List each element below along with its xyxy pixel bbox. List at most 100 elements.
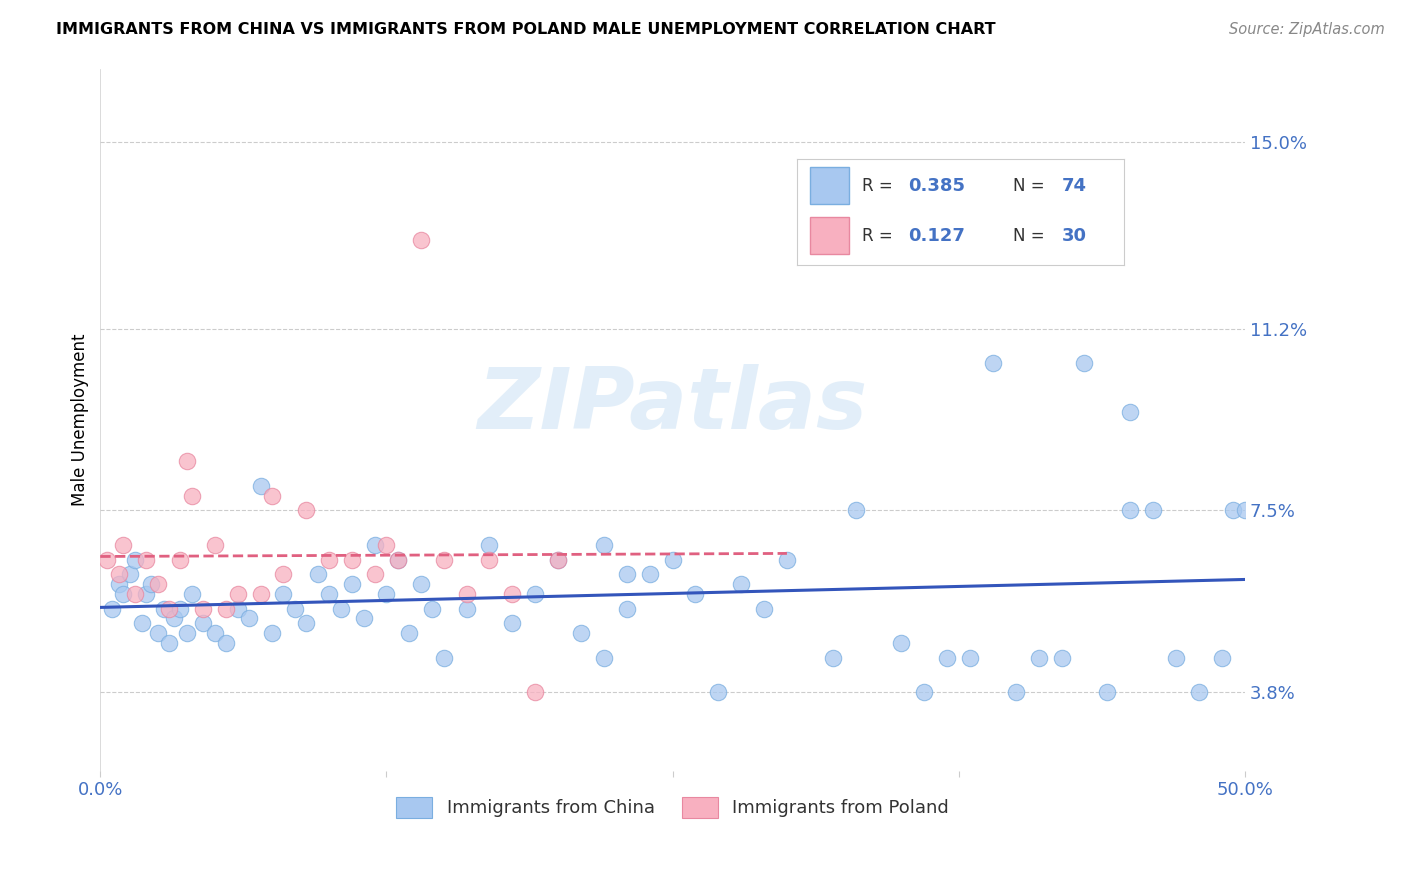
- Text: 74: 74: [1062, 177, 1087, 194]
- Point: [124, 552, 146, 566]
- FancyBboxPatch shape: [810, 167, 849, 204]
- Point: [433, 552, 456, 566]
- Point: [1233, 503, 1256, 517]
- Point: [226, 601, 249, 615]
- Point: [146, 577, 169, 591]
- Legend: Immigrants from China, Immigrants from Poland: Immigrants from China, Immigrants from P…: [389, 789, 956, 825]
- Point: [193, 601, 215, 615]
- Point: [524, 685, 547, 699]
- Point: [409, 233, 432, 247]
- Point: [707, 685, 730, 699]
- Point: [260, 489, 283, 503]
- Point: [273, 567, 295, 582]
- Point: [273, 587, 295, 601]
- Text: 30: 30: [1062, 227, 1087, 244]
- Point: [139, 577, 162, 591]
- Point: [107, 577, 129, 591]
- Point: [180, 587, 202, 601]
- Point: [821, 650, 844, 665]
- Point: [638, 567, 661, 582]
- Point: [112, 538, 135, 552]
- Text: R =: R =: [862, 227, 898, 244]
- Point: [176, 626, 198, 640]
- Point: [176, 454, 198, 468]
- Point: [1119, 405, 1142, 419]
- Point: [329, 601, 352, 615]
- Point: [1211, 650, 1233, 665]
- Point: [433, 650, 456, 665]
- Point: [569, 626, 592, 640]
- Point: [284, 601, 307, 615]
- Point: [387, 552, 409, 566]
- Point: [169, 601, 191, 615]
- Text: IMMIGRANTS FROM CHINA VS IMMIGRANTS FROM POLAND MALE UNEMPLOYMENT CORRELATION CH: IMMIGRANTS FROM CHINA VS IMMIGRANTS FROM…: [56, 22, 995, 37]
- Y-axis label: Male Unemployment: Male Unemployment: [72, 334, 89, 506]
- Point: [307, 567, 329, 582]
- Point: [1119, 503, 1142, 517]
- Point: [96, 552, 118, 566]
- Point: [112, 587, 135, 601]
- Point: [107, 567, 129, 582]
- Point: [318, 552, 340, 566]
- Point: [420, 601, 443, 615]
- Point: [936, 650, 959, 665]
- Point: [1050, 650, 1073, 665]
- Point: [135, 552, 157, 566]
- Point: [524, 587, 547, 601]
- Point: [478, 552, 501, 566]
- Point: [1142, 503, 1164, 517]
- Point: [169, 552, 191, 566]
- Point: [845, 503, 868, 517]
- Point: [249, 587, 271, 601]
- Point: [1188, 685, 1211, 699]
- Point: [340, 552, 363, 566]
- Point: [501, 587, 523, 601]
- FancyBboxPatch shape: [810, 217, 849, 254]
- Point: [776, 552, 799, 566]
- Point: [146, 626, 169, 640]
- Point: [616, 601, 638, 615]
- Point: [592, 538, 614, 552]
- Point: [752, 601, 775, 615]
- Point: [157, 601, 180, 615]
- Point: [547, 552, 569, 566]
- Point: [1222, 503, 1244, 517]
- Point: [135, 587, 157, 601]
- Point: [260, 626, 283, 640]
- Point: [124, 587, 146, 601]
- Point: [592, 650, 614, 665]
- Point: [180, 489, 202, 503]
- Point: [478, 538, 501, 552]
- Point: [685, 587, 707, 601]
- Point: [456, 587, 478, 601]
- Point: [890, 636, 912, 650]
- Point: [215, 601, 238, 615]
- Text: R =: R =: [862, 177, 898, 194]
- Point: [295, 616, 318, 631]
- Point: [340, 577, 363, 591]
- Point: [238, 611, 260, 625]
- Point: [318, 587, 340, 601]
- Text: N =: N =: [1012, 227, 1049, 244]
- Point: [456, 601, 478, 615]
- Point: [215, 636, 238, 650]
- Point: [193, 616, 215, 631]
- Point: [226, 587, 249, 601]
- Point: [101, 601, 124, 615]
- Point: [1004, 685, 1026, 699]
- Point: [661, 552, 683, 566]
- Point: [1028, 650, 1050, 665]
- Text: 0.127: 0.127: [908, 227, 965, 244]
- Point: [375, 538, 398, 552]
- Point: [959, 650, 981, 665]
- Point: [120, 567, 142, 582]
- Text: ZIPatlas: ZIPatlas: [478, 364, 868, 447]
- Point: [353, 611, 375, 625]
- Point: [131, 616, 153, 631]
- Text: 0.385: 0.385: [908, 177, 965, 194]
- Point: [364, 538, 387, 552]
- Point: [162, 611, 184, 625]
- Point: [153, 601, 176, 615]
- Point: [364, 567, 387, 582]
- Point: [204, 538, 226, 552]
